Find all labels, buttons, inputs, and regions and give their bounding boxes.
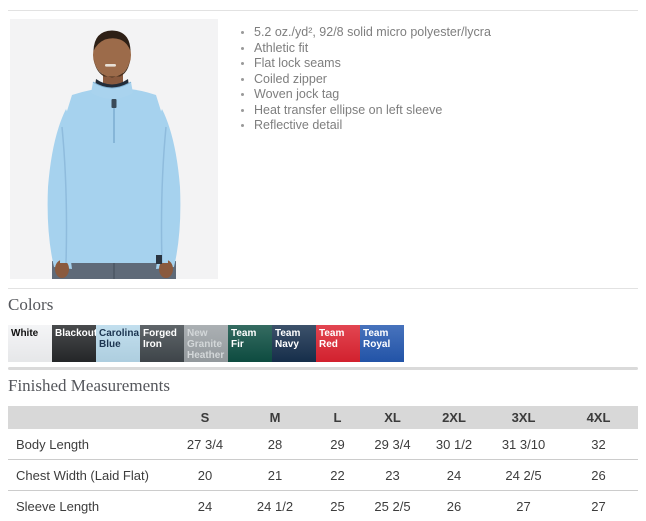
row-label: Chest Width (Laid Flat) [8, 460, 170, 491]
column-header-m: M [240, 406, 310, 429]
measurement-value: 24 1/2 [240, 491, 310, 521]
color-swatch-team-fir[interactable]: Team Fir [228, 325, 272, 362]
color-swatch-new-granite-heather[interactable]: New Granite Heather [184, 325, 228, 362]
measurement-value: 27 3/4 [170, 429, 240, 460]
measurement-value: 29 [310, 429, 365, 460]
feature-item: Woven jock tag [254, 87, 491, 103]
measurement-value: 26 [420, 491, 488, 521]
row-label: Body Length [8, 429, 170, 460]
column-header-xl: XL [365, 406, 420, 429]
measurement-value: 25 [310, 491, 365, 521]
column-header-3xl: 3XL [488, 406, 559, 429]
product-photo [10, 19, 218, 279]
feature-item: Flat lock seams [254, 56, 491, 72]
measurements-divider [8, 367, 638, 370]
colors-heading: Colors [8, 295, 638, 315]
measurement-value: 29 3/4 [365, 429, 420, 460]
measurement-value: 30 1/2 [420, 429, 488, 460]
measurement-value: 24 [420, 460, 488, 491]
color-swatch-blackout[interactable]: Blackout [52, 325, 96, 362]
measurement-value: 25 2/5 [365, 491, 420, 521]
measurement-value: 24 [170, 491, 240, 521]
measurement-value: 31 3/10 [488, 429, 559, 460]
color-swatch-team-royal[interactable]: Team Royal [360, 325, 404, 362]
measurement-value: 28 [240, 429, 310, 460]
column-header-blank [8, 406, 170, 429]
column-header-s: S [170, 406, 240, 429]
measurement-value: 22 [310, 460, 365, 491]
measurement-value: 23 [365, 460, 420, 491]
color-swatch-team-navy[interactable]: Team Navy [272, 325, 316, 362]
column-header-l: L [310, 406, 365, 429]
column-header-2xl: 2XL [420, 406, 488, 429]
feature-item: Athletic fit [254, 41, 491, 57]
color-swatch-team-red[interactable]: Team Red [316, 325, 360, 362]
feature-item: Heat transfer ellipse on left sleeve [254, 103, 491, 119]
color-swatch-carolina-blue[interactable]: Carolina Blue [96, 325, 140, 362]
color-swatch-forged-iron[interactable]: Forged Iron [140, 325, 184, 362]
measurement-value: 21 [240, 460, 310, 491]
measurement-value: 32 [559, 429, 638, 460]
measurement-value: 27 [488, 491, 559, 521]
feature-list-container: 5.2 oz./yd², 92/8 solid micro polyester/… [228, 21, 491, 279]
row-label: Sleeve Length [8, 491, 170, 521]
colors-divider [8, 288, 638, 289]
feature-list: 5.2 oz./yd², 92/8 solid micro polyester/… [228, 25, 491, 134]
top-divider [8, 10, 638, 11]
measurement-value: 26 [559, 460, 638, 491]
feature-item: Coiled zipper [254, 72, 491, 88]
product-section: 5.2 oz./yd², 92/8 solid micro polyester/… [8, 19, 638, 279]
measurement-value: 20 [170, 460, 240, 491]
measurement-value: 27 [559, 491, 638, 521]
feature-item: 5.2 oz./yd², 92/8 solid micro polyester/… [254, 25, 491, 41]
measurements-heading: Finished Measurements [8, 376, 638, 396]
column-header-4xl: 4XL [559, 406, 638, 429]
color-swatch-white[interactable]: White [8, 325, 52, 362]
measurement-value: 24 2/5 [488, 460, 559, 491]
feature-item: Reflective detail [254, 118, 491, 134]
